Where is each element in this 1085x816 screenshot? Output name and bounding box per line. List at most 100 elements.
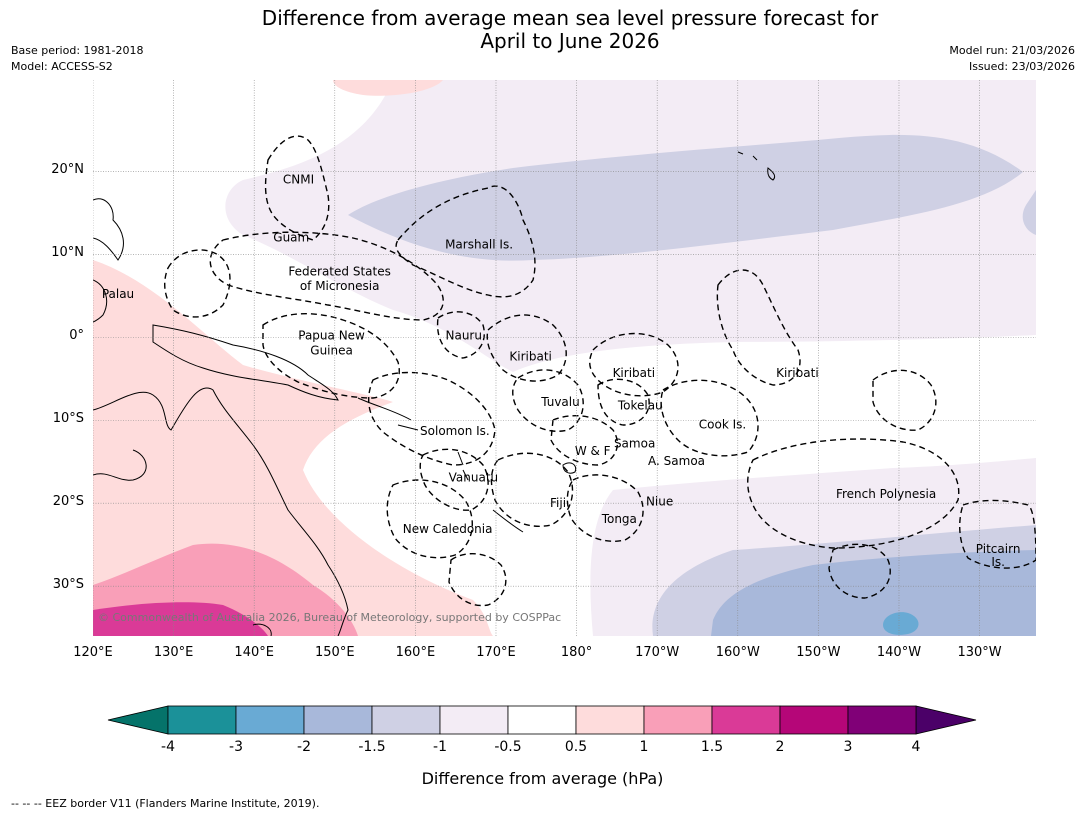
copyright-text: © Commonwealth of Australia 2026, Bureau… bbox=[98, 611, 561, 624]
eez-tonga-niue bbox=[566, 474, 644, 542]
lon-tick-label: 150°E bbox=[315, 645, 355, 660]
lon-tick-label: 120°E bbox=[73, 645, 113, 660]
eez-kiribati-phoenix bbox=[589, 332, 679, 397]
title-line-2: April to June 2026 bbox=[480, 29, 660, 53]
region-label: Federated States bbox=[288, 265, 390, 279]
region-label: Fiji bbox=[550, 496, 566, 510]
anomaly-neg1-east bbox=[1022, 190, 1036, 235]
colorbar-extend-high bbox=[915, 705, 977, 735]
colorbar-segment bbox=[167, 705, 237, 735]
region-label: French Polynesia bbox=[836, 487, 936, 501]
new-caledonia bbox=[492, 509, 524, 533]
colorbar-tick-label: -1 bbox=[433, 739, 447, 755]
colorbar-segment bbox=[575, 705, 645, 735]
colorbar-segment bbox=[371, 705, 441, 735]
region-label: Cook Is. bbox=[699, 417, 746, 431]
region-label: Kiribati bbox=[776, 366, 818, 380]
colorbar-segment bbox=[643, 705, 713, 735]
lon-tick-label: 130°W bbox=[957, 645, 1002, 660]
borneo-coast bbox=[93, 279, 108, 323]
lat-tick-label: 0° bbox=[69, 328, 84, 344]
region-label: Pitcairn bbox=[976, 542, 1021, 556]
region-label: Solomon Is. bbox=[420, 424, 490, 438]
colorbar-tick-label: -1.5 bbox=[358, 739, 385, 755]
colorbar-tick-label: -0.5 bbox=[494, 739, 521, 755]
colorbar-tick-label: 0.5 bbox=[565, 739, 587, 755]
model-name: Model: ACCESS-S2 bbox=[11, 60, 113, 73]
colorbar-segment bbox=[779, 705, 849, 735]
anomaly-pos05-north bbox=[333, 80, 443, 96]
lon-tick-label: 140°W bbox=[876, 645, 922, 660]
eez-png bbox=[262, 312, 400, 399]
colorbar-segment bbox=[439, 705, 509, 735]
lon-tick-label: 140°E bbox=[234, 645, 274, 660]
chart-title: Difference from average mean sea level p… bbox=[0, 7, 1085, 53]
anomaly-pos15-south bbox=[93, 602, 268, 636]
anomaly-pos05-west bbox=[93, 260, 493, 636]
region-label: A. Samoa bbox=[648, 454, 705, 468]
issued-date: Issued: 23/03/2026 bbox=[968, 60, 1075, 73]
region-label: Vanuatu bbox=[449, 470, 499, 484]
australia-coast bbox=[93, 387, 349, 636]
region-label: CNMI bbox=[283, 173, 314, 187]
tasmania-coast bbox=[252, 623, 272, 636]
eez-fiji bbox=[490, 452, 574, 527]
lat-tick-label: 20°N bbox=[51, 162, 84, 178]
title-line-1: Difference from average mean sea level p… bbox=[261, 6, 879, 30]
colorbar-ticks: -4 -3 -2 -1.5 -1 -0.5 0.5 1 1.5 2 3 4 bbox=[161, 739, 921, 755]
colorbar-segment bbox=[303, 705, 373, 735]
eez-kermadec bbox=[828, 543, 891, 599]
colorbar-segment bbox=[711, 705, 781, 735]
region-label: Kiribati bbox=[509, 349, 551, 363]
colorbar-tick-label: -3 bbox=[229, 739, 243, 755]
colorbar-tick-label: -2 bbox=[297, 739, 311, 755]
fiji-islands bbox=[562, 462, 577, 474]
colorbar-tick-label: 1.5 bbox=[701, 739, 723, 755]
colorbar-segment bbox=[507, 705, 577, 735]
region-label: New Caledonia bbox=[403, 522, 493, 536]
lon-tick-label: 160°W bbox=[715, 645, 760, 660]
colorbar-segment bbox=[847, 705, 917, 735]
eez-footnote: -- -- -- EEZ border V11 (Flanders Marine… bbox=[11, 797, 320, 810]
region-label: Niue bbox=[646, 495, 673, 509]
new-guinea-coast bbox=[152, 324, 339, 401]
eez-new-caledonia bbox=[386, 479, 473, 559]
colorbar-tick-label: -4 bbox=[161, 739, 175, 755]
eez-cook bbox=[660, 379, 759, 457]
lon-tick-label: 170°W bbox=[635, 645, 680, 660]
meta-left: Base period: 1981-2018 Model: ACCESS-S2 bbox=[11, 43, 143, 75]
region-label: W & F bbox=[575, 444, 611, 458]
solomon-islands bbox=[357, 397, 419, 431]
coastlines bbox=[93, 151, 776, 636]
eez-cnmi-guam bbox=[264, 135, 330, 241]
region-label: Tonga bbox=[601, 512, 637, 526]
region-label: Kiribati bbox=[613, 366, 655, 380]
eez-tokelau bbox=[597, 378, 650, 426]
lon-tick-label: 180° bbox=[560, 645, 593, 660]
region-label: Tokelau bbox=[617, 398, 663, 412]
colorbar-label: Difference from average (hPa) bbox=[421, 769, 664, 788]
eez-french-polynesia bbox=[747, 438, 960, 549]
eez-wallis-samoa bbox=[550, 415, 618, 466]
colorbar-tick-label: 4 bbox=[912, 739, 921, 755]
eez-nauru bbox=[436, 311, 485, 359]
lat-tick-label: 10°S bbox=[52, 411, 84, 427]
lon-tick-label: 160°E bbox=[395, 645, 436, 660]
gridlines bbox=[93, 80, 1036, 636]
eez-marquesas bbox=[872, 369, 937, 431]
philippines-coast bbox=[93, 198, 124, 261]
australia-gulf bbox=[93, 449, 147, 481]
region-label: Guinea bbox=[310, 344, 353, 358]
region-label: Nauru bbox=[446, 329, 482, 343]
eez-solomon bbox=[367, 371, 496, 466]
colorbar-segments bbox=[107, 705, 977, 735]
lon-tick-label: 170°E bbox=[476, 645, 516, 660]
eez-marshall bbox=[395, 185, 536, 298]
colorbar: -4 -3 -2 -1.5 -1 -0.5 0.5 1 1.5 2 3 4 bbox=[107, 705, 977, 755]
colorbar-segment bbox=[235, 705, 305, 735]
colorbar-tick-label: 1 bbox=[640, 739, 649, 755]
eez-pitcairn bbox=[959, 499, 1036, 569]
